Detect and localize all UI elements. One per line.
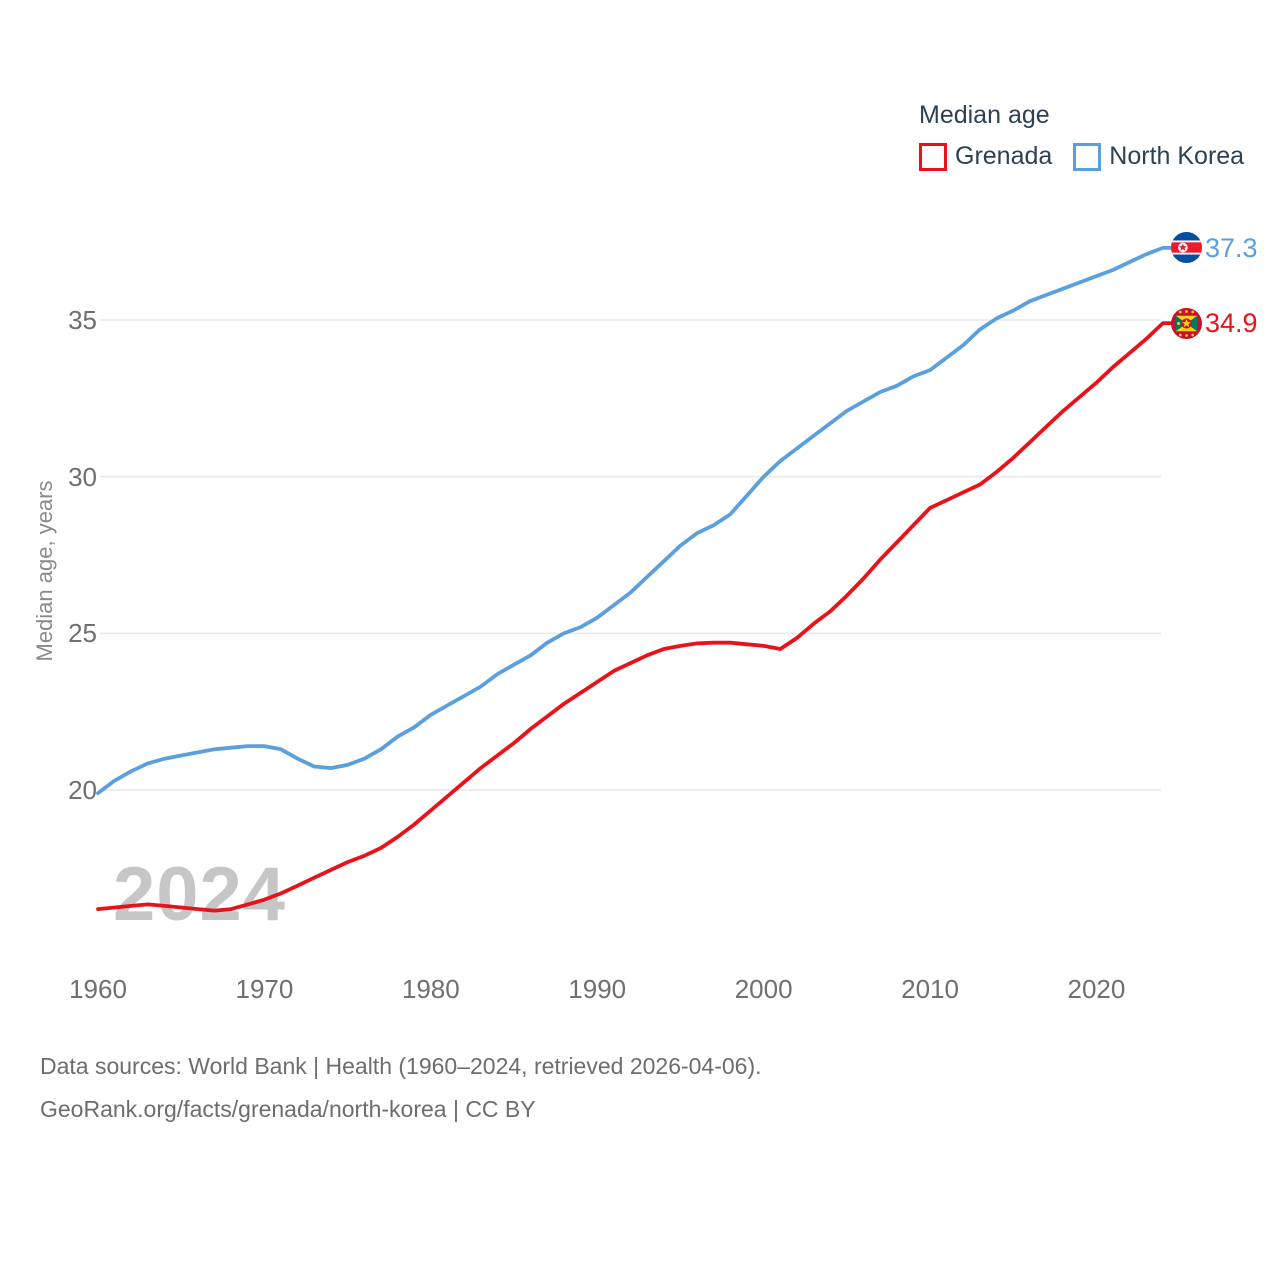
north-korea-line: [96, 245, 1174, 795]
grenada-flag-icon: [1171, 307, 1202, 339]
legend-item-grenada[interactable]: Grenada: [919, 142, 1052, 171]
line-chart: [96, 245, 1174, 913]
data-source-footer: Data sources: World Bank | Health (1960–…: [40, 1045, 762, 1131]
legend-item-label: Grenada: [955, 142, 1053, 170]
x-tick-label: 1980: [401, 974, 460, 1004]
x-tick-label: 1990: [568, 974, 627, 1004]
watermark-year: 2024: [113, 852, 287, 937]
legend-item-north-korea[interactable]: North Korea: [1073, 142, 1244, 171]
y-tick-label: 35: [68, 305, 97, 335]
x-tick-label: 1970: [235, 974, 294, 1004]
legend-item-label: North Korea: [1109, 142, 1245, 170]
x-tick-label: 2000: [734, 974, 793, 1004]
y-tick-label: 30: [68, 461, 97, 492]
x-tick-label: 2020: [1067, 974, 1126, 1004]
legend-title: Median age: [919, 101, 1050, 129]
legend-items: Grenada North Korea: [919, 142, 1244, 171]
north-korea-end-value: 37.3: [1205, 232, 1258, 263]
attribution-line: GeoRank.org/facts/grenada/north-korea | …: [40, 1096, 536, 1122]
north-korea-swatch: [1073, 142, 1102, 171]
x-tick-label: 1960: [69, 974, 127, 1004]
grenada-swatch: [919, 142, 947, 171]
y-tick-label: 25: [68, 618, 97, 649]
north-korea-flag-icon: [1171, 232, 1202, 264]
legend: Median age Grenada North Korea: [919, 101, 1244, 171]
y-tick-label: 20: [68, 775, 97, 805]
x-tick-label: 2010: [901, 974, 959, 1004]
grenada-end-value: 34.9: [1205, 308, 1258, 339]
data-source-line: Data sources: World Bank | Health (1960–…: [40, 1053, 762, 1079]
grenada-line: [96, 321, 1174, 913]
